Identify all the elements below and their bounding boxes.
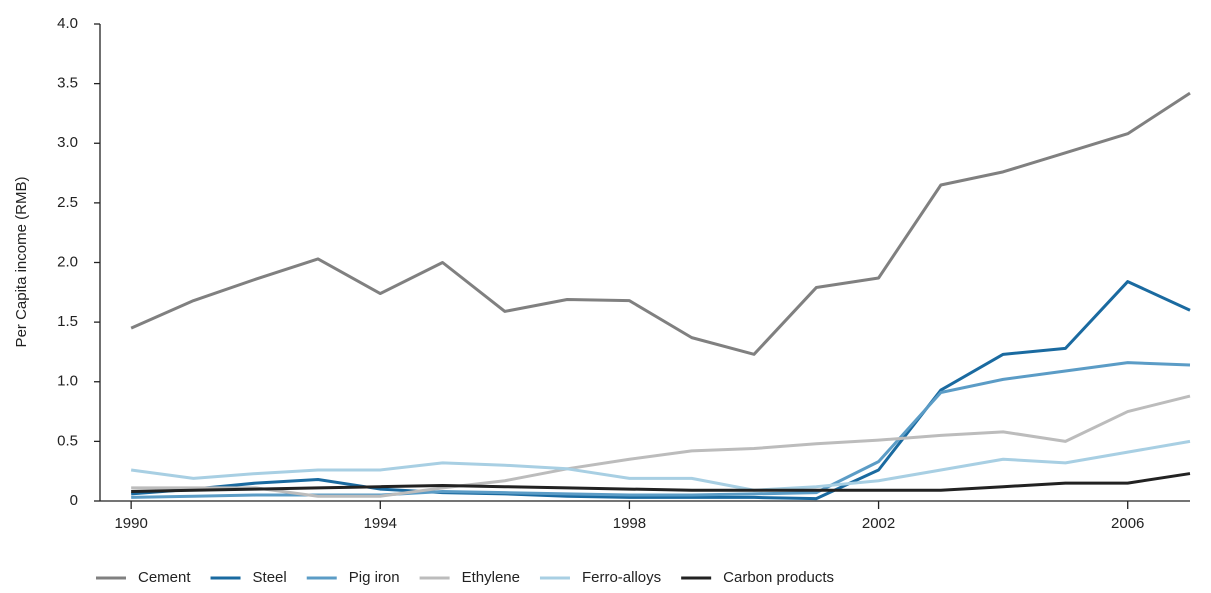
x-tick-label: 2006 (1111, 515, 1144, 532)
y-tick-label: 4.0 (57, 15, 78, 32)
series-line (131, 394, 1191, 498)
legend-label: Steel (253, 569, 287, 586)
y-tick-label: 2.5 (57, 194, 78, 211)
y-tick-label: 1.5 (57, 313, 78, 330)
series-line (130, 91, 1191, 356)
y-tick-label: 0.5 (57, 432, 78, 449)
series-line (131, 280, 1191, 501)
x-tick-label: 1994 (364, 515, 397, 532)
legend-label: Pig iron (349, 569, 400, 586)
y-tick-label: 2.0 (57, 253, 78, 270)
series-line (131, 472, 1191, 493)
legend-label: Cement (138, 569, 191, 586)
y-tick-label: 3.0 (57, 134, 78, 151)
legend-label: Ferro-alloys (582, 569, 661, 586)
y-axis-label: Per Capita income (RMB) (13, 177, 30, 348)
x-tick-label: 1998 (613, 515, 646, 532)
x-tick-label: 1990 (114, 515, 147, 532)
legend-label: Ethylene (462, 569, 520, 586)
x-tick-label: 2002 (862, 515, 895, 532)
y-tick-label: 3.5 (57, 75, 78, 92)
y-tick-label: 1.0 (57, 373, 78, 390)
legend-label: Carbon products (723, 569, 834, 586)
series-line (130, 439, 1191, 492)
y-tick-label: 0 (70, 492, 78, 509)
